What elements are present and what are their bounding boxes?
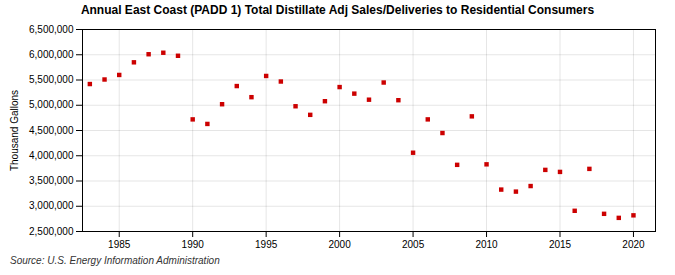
svg-text:2000: 2000 (328, 239, 351, 250)
svg-text:4,000,000: 4,000,000 (29, 150, 74, 161)
html-text:Source: U.S. Energy Informatio: Source: U.S. Energy Information Administ… (10, 255, 220, 266)
svg-text:2005: 2005 (402, 239, 425, 250)
svg-text:1985: 1985 (108, 239, 131, 250)
svg-text:Thousand Gallons: Thousand Gallons (9, 90, 20, 171)
svg-text:3,000,000: 3,000,000 (29, 200, 74, 211)
svg-text:1995: 1995 (255, 239, 278, 250)
svg-text:6,000,000: 6,000,000 (29, 49, 74, 60)
svg-text:2,500,000: 2,500,000 (29, 226, 74, 237)
svg-text:2020: 2020 (622, 239, 645, 250)
svg-text:5,000,000: 5,000,000 (29, 99, 74, 110)
svg-text:5,500,000: 5,500,000 (29, 74, 74, 85)
svg-text:3,500,000: 3,500,000 (29, 175, 74, 186)
svg-text:4,500,000: 4,500,000 (29, 125, 74, 136)
svg-text:1990: 1990 (182, 239, 205, 250)
svg-text:6,500,000: 6,500,000 (29, 24, 74, 35)
svg-text:2015: 2015 (549, 239, 572, 250)
svg-text:2010: 2010 (475, 239, 498, 250)
html-text:Annual East Coast (PADD 1) Tot: Annual East Coast (PADD 1) Total Distill… (80, 3, 595, 17)
